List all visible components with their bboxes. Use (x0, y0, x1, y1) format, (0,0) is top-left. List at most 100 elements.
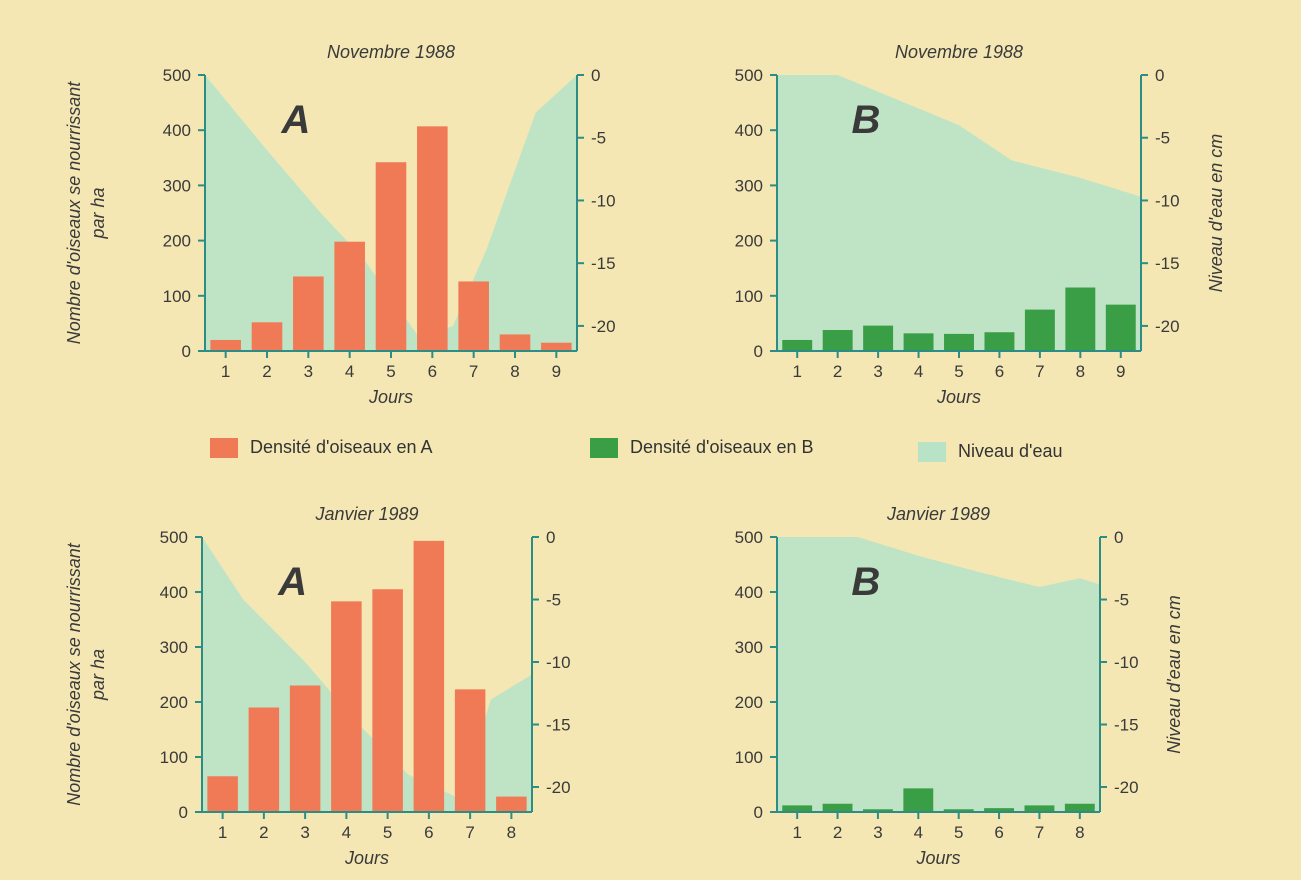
y2-axis-label: Niveau d'eau en cm (1164, 595, 1184, 754)
bar-day-9 (1105, 304, 1136, 351)
y-tick-label: 300 (735, 176, 763, 195)
x-tick-label: 4 (342, 823, 351, 842)
bar-day-6 (984, 808, 1015, 812)
bar-day-3 (289, 685, 321, 812)
x-tick-label: 1 (218, 823, 227, 842)
bar-day-1 (210, 339, 241, 351)
y-tick-label: 100 (735, 287, 763, 306)
y-tick-label: 300 (160, 638, 188, 657)
y-tick-label: 200 (163, 232, 191, 251)
chart-title: Novembre 1988 (895, 42, 1023, 62)
y-tick-label: 400 (160, 583, 188, 602)
bar-day-5 (372, 589, 403, 812)
legend-item-water-level: Niveau d'eau (918, 441, 1063, 462)
y-tick-label: 200 (735, 232, 763, 251)
bar-day-3 (862, 809, 893, 812)
bar-day-7 (1024, 805, 1055, 812)
legend-label-density-a: Densité d'oiseaux en A (250, 437, 433, 457)
legend-swatch-density-b (590, 437, 618, 458)
y-tick-label: 200 (160, 693, 188, 712)
bar-day-5 (944, 333, 974, 351)
x-tick-label: 7 (1035, 823, 1044, 842)
y2-tick-label: -20 (546, 778, 571, 797)
y-tick-label: 400 (735, 583, 763, 602)
x-tick-label: 6 (424, 823, 433, 842)
y-tick-label: 100 (160, 748, 188, 767)
x-axis-label: Jours (936, 387, 981, 407)
x-tick-label: 2 (833, 362, 842, 381)
y-tick-label: 500 (735, 528, 763, 547)
chart-title: Janvier 1989 (886, 504, 990, 524)
x-tick-label: 6 (994, 823, 1003, 842)
bar-day-2 (248, 707, 280, 812)
x-tick-label: 7 (469, 362, 478, 381)
bar-day-8 (496, 796, 527, 812)
y-axis-label-line1: Nombre d'oiseaux se nourrissant (64, 542, 84, 806)
x-axis-label: Jours (368, 387, 413, 407)
y2-tick-label: 0 (1114, 528, 1123, 547)
y2-tick-label: 0 (1155, 66, 1164, 85)
y2-tick-label: -20 (1155, 317, 1180, 336)
y-tick-label: 300 (163, 176, 191, 195)
panel-letter: A (277, 560, 307, 604)
bar-day-7 (1024, 309, 1055, 351)
bar-day-8 (1065, 287, 1096, 351)
y2-tick-label: -10 (591, 191, 616, 210)
y2-tick-label: -5 (591, 129, 606, 148)
bar-day-9 (541, 342, 572, 351)
x-tick-label: 6 (428, 362, 437, 381)
x-tick-label: 4 (345, 362, 354, 381)
y-tick-label: 400 (163, 121, 191, 140)
bar-day-2 (251, 322, 283, 351)
y-axis-label-line1: Nombre d'oiseaux se nourrissant (64, 81, 84, 345)
water-level-area (202, 537, 532, 812)
y-tick-label: 500 (735, 66, 763, 85)
bar-day-1 (782, 805, 813, 812)
bar-day-7 (458, 281, 489, 351)
legend-swatch-density-a (210, 437, 238, 458)
y-tick-label: 0 (754, 803, 763, 822)
y2-tick-label: 0 (591, 66, 600, 85)
bar-day-4 (334, 241, 365, 351)
y2-tick-label: -15 (591, 254, 616, 273)
x-tick-label: 1 (221, 362, 230, 381)
bar-day-1 (782, 339, 813, 351)
x-tick-label: 8 (507, 823, 516, 842)
x-tick-label: 2 (262, 362, 271, 381)
x-tick-label: 4 (914, 362, 923, 381)
legend-item-density-a: Densité d'oiseaux en A (210, 437, 433, 458)
bar-day-3 (293, 276, 324, 351)
panel-letter: B (851, 560, 880, 604)
bar-day-5 (375, 162, 407, 351)
y-axis-label-line2: par ha (88, 649, 108, 701)
x-tick-label: 8 (1075, 823, 1084, 842)
water-level-area (777, 537, 1100, 812)
chart-title: Novembre 1988 (327, 42, 455, 62)
y2-tick-label: -5 (1155, 129, 1170, 148)
y2-tick-label: -5 (546, 591, 561, 610)
y2-axis-label: Niveau d'eau en cm (1206, 134, 1226, 293)
x-tick-label: 7 (465, 823, 474, 842)
x-tick-label: 9 (552, 362, 561, 381)
bar-day-7 (454, 689, 486, 812)
x-tick-label: 3 (873, 823, 882, 842)
bar-day-6 (413, 540, 445, 812)
x-tick-label: 5 (386, 362, 395, 381)
x-tick-label: 3 (304, 362, 313, 381)
y-tick-label: 0 (182, 342, 191, 361)
bar-day-6 (417, 126, 448, 351)
x-tick-label: 8 (1076, 362, 1085, 381)
x-axis-label: Jours (915, 848, 960, 868)
x-axis-label: Jours (344, 848, 389, 868)
y-tick-label: 400 (735, 121, 763, 140)
x-tick-label: 3 (300, 823, 309, 842)
y-tick-label: 0 (754, 342, 763, 361)
bar-day-3 (863, 325, 894, 351)
legend-item-density-b: Densité d'oiseaux en B (590, 437, 814, 458)
y2-tick-label: -20 (591, 317, 616, 336)
bar-day-2 (822, 330, 853, 351)
y-axis-label-line2: par ha (88, 187, 108, 239)
y2-tick-label: -10 (1155, 191, 1180, 210)
bar-day-2 (822, 803, 853, 812)
